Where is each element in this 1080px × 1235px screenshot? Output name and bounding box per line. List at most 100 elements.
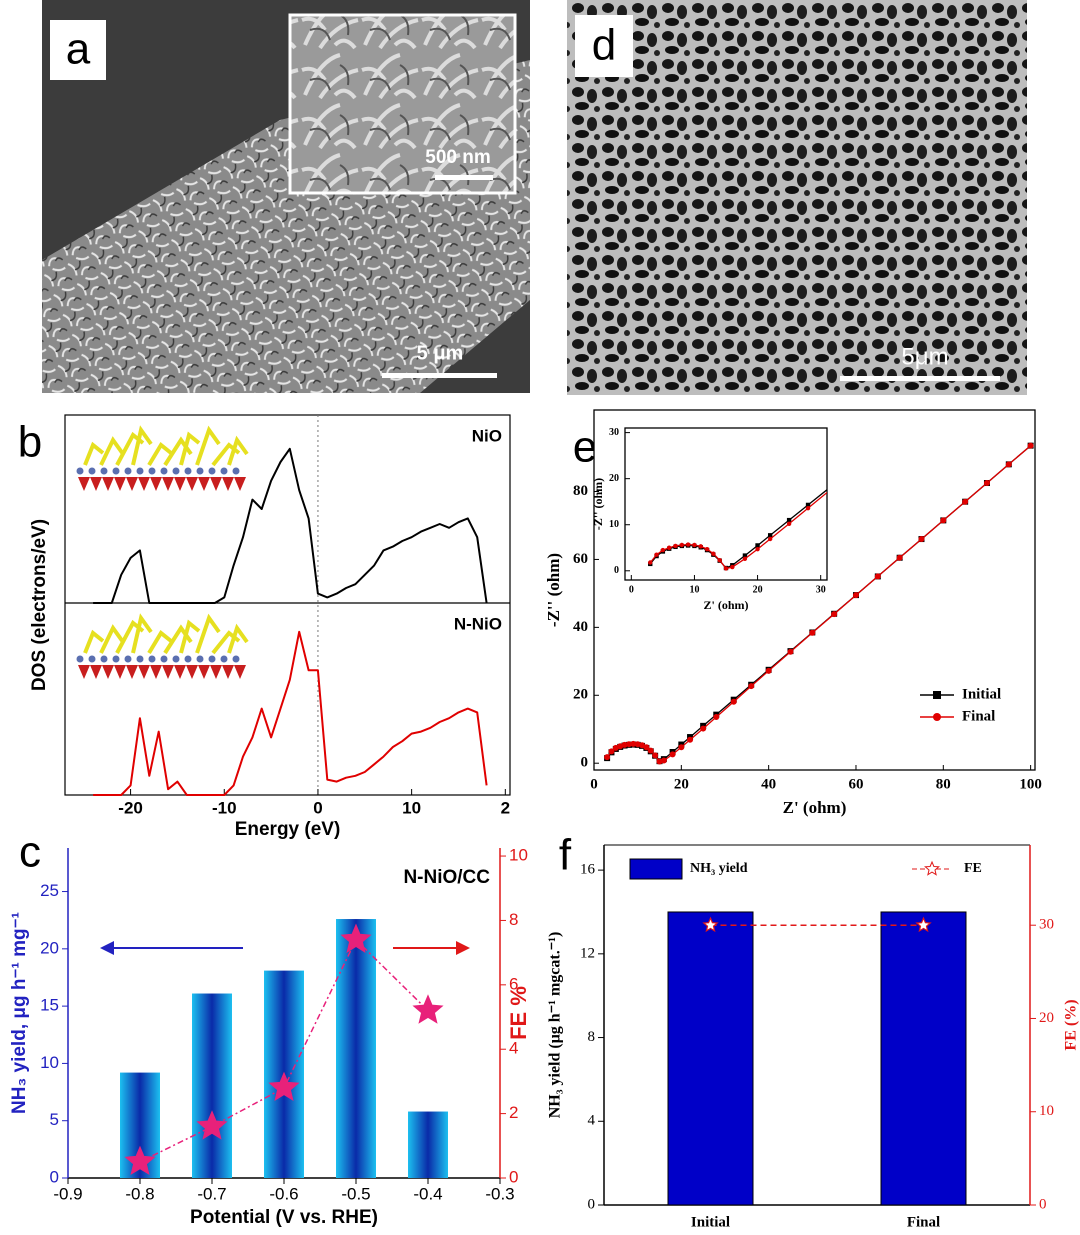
y-tick-label: 60 (573, 551, 588, 567)
atom-layer (162, 665, 174, 679)
point (896, 554, 903, 561)
x-tick-label: 60 (848, 776, 863, 792)
bar (408, 1111, 448, 1178)
point (755, 543, 760, 548)
point (767, 533, 773, 538)
y-tick-label: 15 (40, 996, 59, 1015)
x-tick-label: 2 (501, 798, 510, 817)
y-tick-label: 25 (40, 881, 59, 900)
point (698, 544, 703, 549)
y-tick-label: 30 (609, 427, 619, 438)
point (730, 564, 735, 570)
y-tick-label: 16 (580, 862, 596, 878)
point (730, 698, 737, 705)
y-axis-label: DOS (electrons/eV) (29, 519, 50, 691)
point (654, 552, 659, 557)
fe-line (139, 938, 429, 1163)
sem-image-d: d 5μm (567, 0, 1027, 395)
adsorbate (179, 431, 201, 466)
impedance-line (649, 491, 827, 570)
point (874, 573, 881, 580)
x-tick-label: 10 (402, 798, 421, 817)
chart-c: c 0 5 10 15 20 25 0 2 4 6 8 10 -0.9 -0.8 -0.7 -0.6 -0.5 -0… (9, 828, 531, 1228)
y-tick-label: 80 (573, 483, 588, 499)
adsorbate (83, 629, 105, 654)
y-tick-label: 12 (580, 945, 595, 961)
y-axis-label: NH₃ yield (μg h⁻¹ mgcat.⁻¹) (547, 932, 564, 1119)
sem-image-a: a 500 nm 5 μm (42, 0, 530, 393)
point (685, 542, 691, 547)
x-tick-label: Initial (691, 1214, 730, 1230)
point (1039, 315, 1043, 319)
atom (76, 655, 84, 663)
atom-layer (150, 665, 162, 679)
legend-label: Final (962, 708, 995, 724)
series-label: N-NiO (454, 614, 502, 633)
atom-layer (186, 665, 198, 679)
adsorbate (227, 435, 249, 466)
atom-layer (210, 665, 222, 679)
fe-marker (702, 916, 719, 933)
point (940, 517, 947, 524)
arrow-head (100, 941, 114, 955)
x-tick-label: 0 (590, 776, 598, 792)
legend-label: NH₃ yield (690, 861, 748, 876)
point (700, 725, 707, 732)
y-tick-label: 0 (581, 755, 589, 771)
adsorbate (147, 442, 173, 467)
atom (160, 467, 168, 475)
x-tick-label: -20 (118, 798, 143, 817)
atom-layer (102, 665, 114, 679)
adsorbate (195, 425, 221, 466)
atom (184, 467, 192, 475)
adsorbate (99, 436, 125, 466)
x-axis-label: Potential (V vs. RHE) (190, 1207, 378, 1228)
point (669, 751, 676, 758)
y-axis-label: -Z'' (ohm) (544, 553, 563, 627)
y-axis-label: NH₃ yield, μg h⁻¹ mg⁻¹ (9, 912, 30, 1114)
x-tick-label: 100 (1019, 776, 1042, 792)
y-tick-label: 5 (50, 1110, 59, 1129)
legend-marker (924, 860, 940, 876)
bar (667, 911, 754, 1206)
atom (88, 467, 96, 475)
point (748, 683, 755, 690)
atom-layer (174, 665, 186, 679)
legend-label: FE (964, 861, 982, 876)
x-tick-label: 20 (674, 776, 689, 792)
adsorbate (147, 630, 173, 655)
point (652, 752, 659, 759)
x-tick-label: -0.3 (485, 1184, 514, 1203)
atom (232, 655, 240, 663)
point (809, 629, 816, 636)
structure-model (76, 613, 249, 679)
point (1027, 442, 1034, 449)
point (648, 560, 653, 565)
atom-layer (174, 477, 186, 491)
x-tick-label: -0.5 (341, 1184, 370, 1203)
x-tick-label: 80 (936, 776, 951, 792)
atom-layer (234, 665, 246, 679)
panel-letter: b (18, 418, 42, 467)
x-tick-label: -0.4 (413, 1184, 442, 1203)
point (673, 543, 678, 549)
point (765, 667, 772, 674)
y-tick-label: 20 (573, 687, 588, 703)
x-axis-label: Z' (ohm) (704, 598, 749, 612)
atom (112, 655, 120, 663)
atom (184, 655, 192, 663)
x-tick-label: -0.7 (197, 1184, 226, 1203)
legend-marker (933, 691, 941, 699)
point (723, 566, 729, 571)
atom-layer (126, 665, 138, 679)
atom (196, 655, 204, 663)
atom-layer (150, 477, 162, 491)
panel-letter: e (573, 423, 597, 472)
plot-frame (64, 414, 511, 796)
point (831, 611, 838, 618)
atom-layer (198, 665, 210, 679)
y-tick-label: 0 (614, 565, 619, 576)
